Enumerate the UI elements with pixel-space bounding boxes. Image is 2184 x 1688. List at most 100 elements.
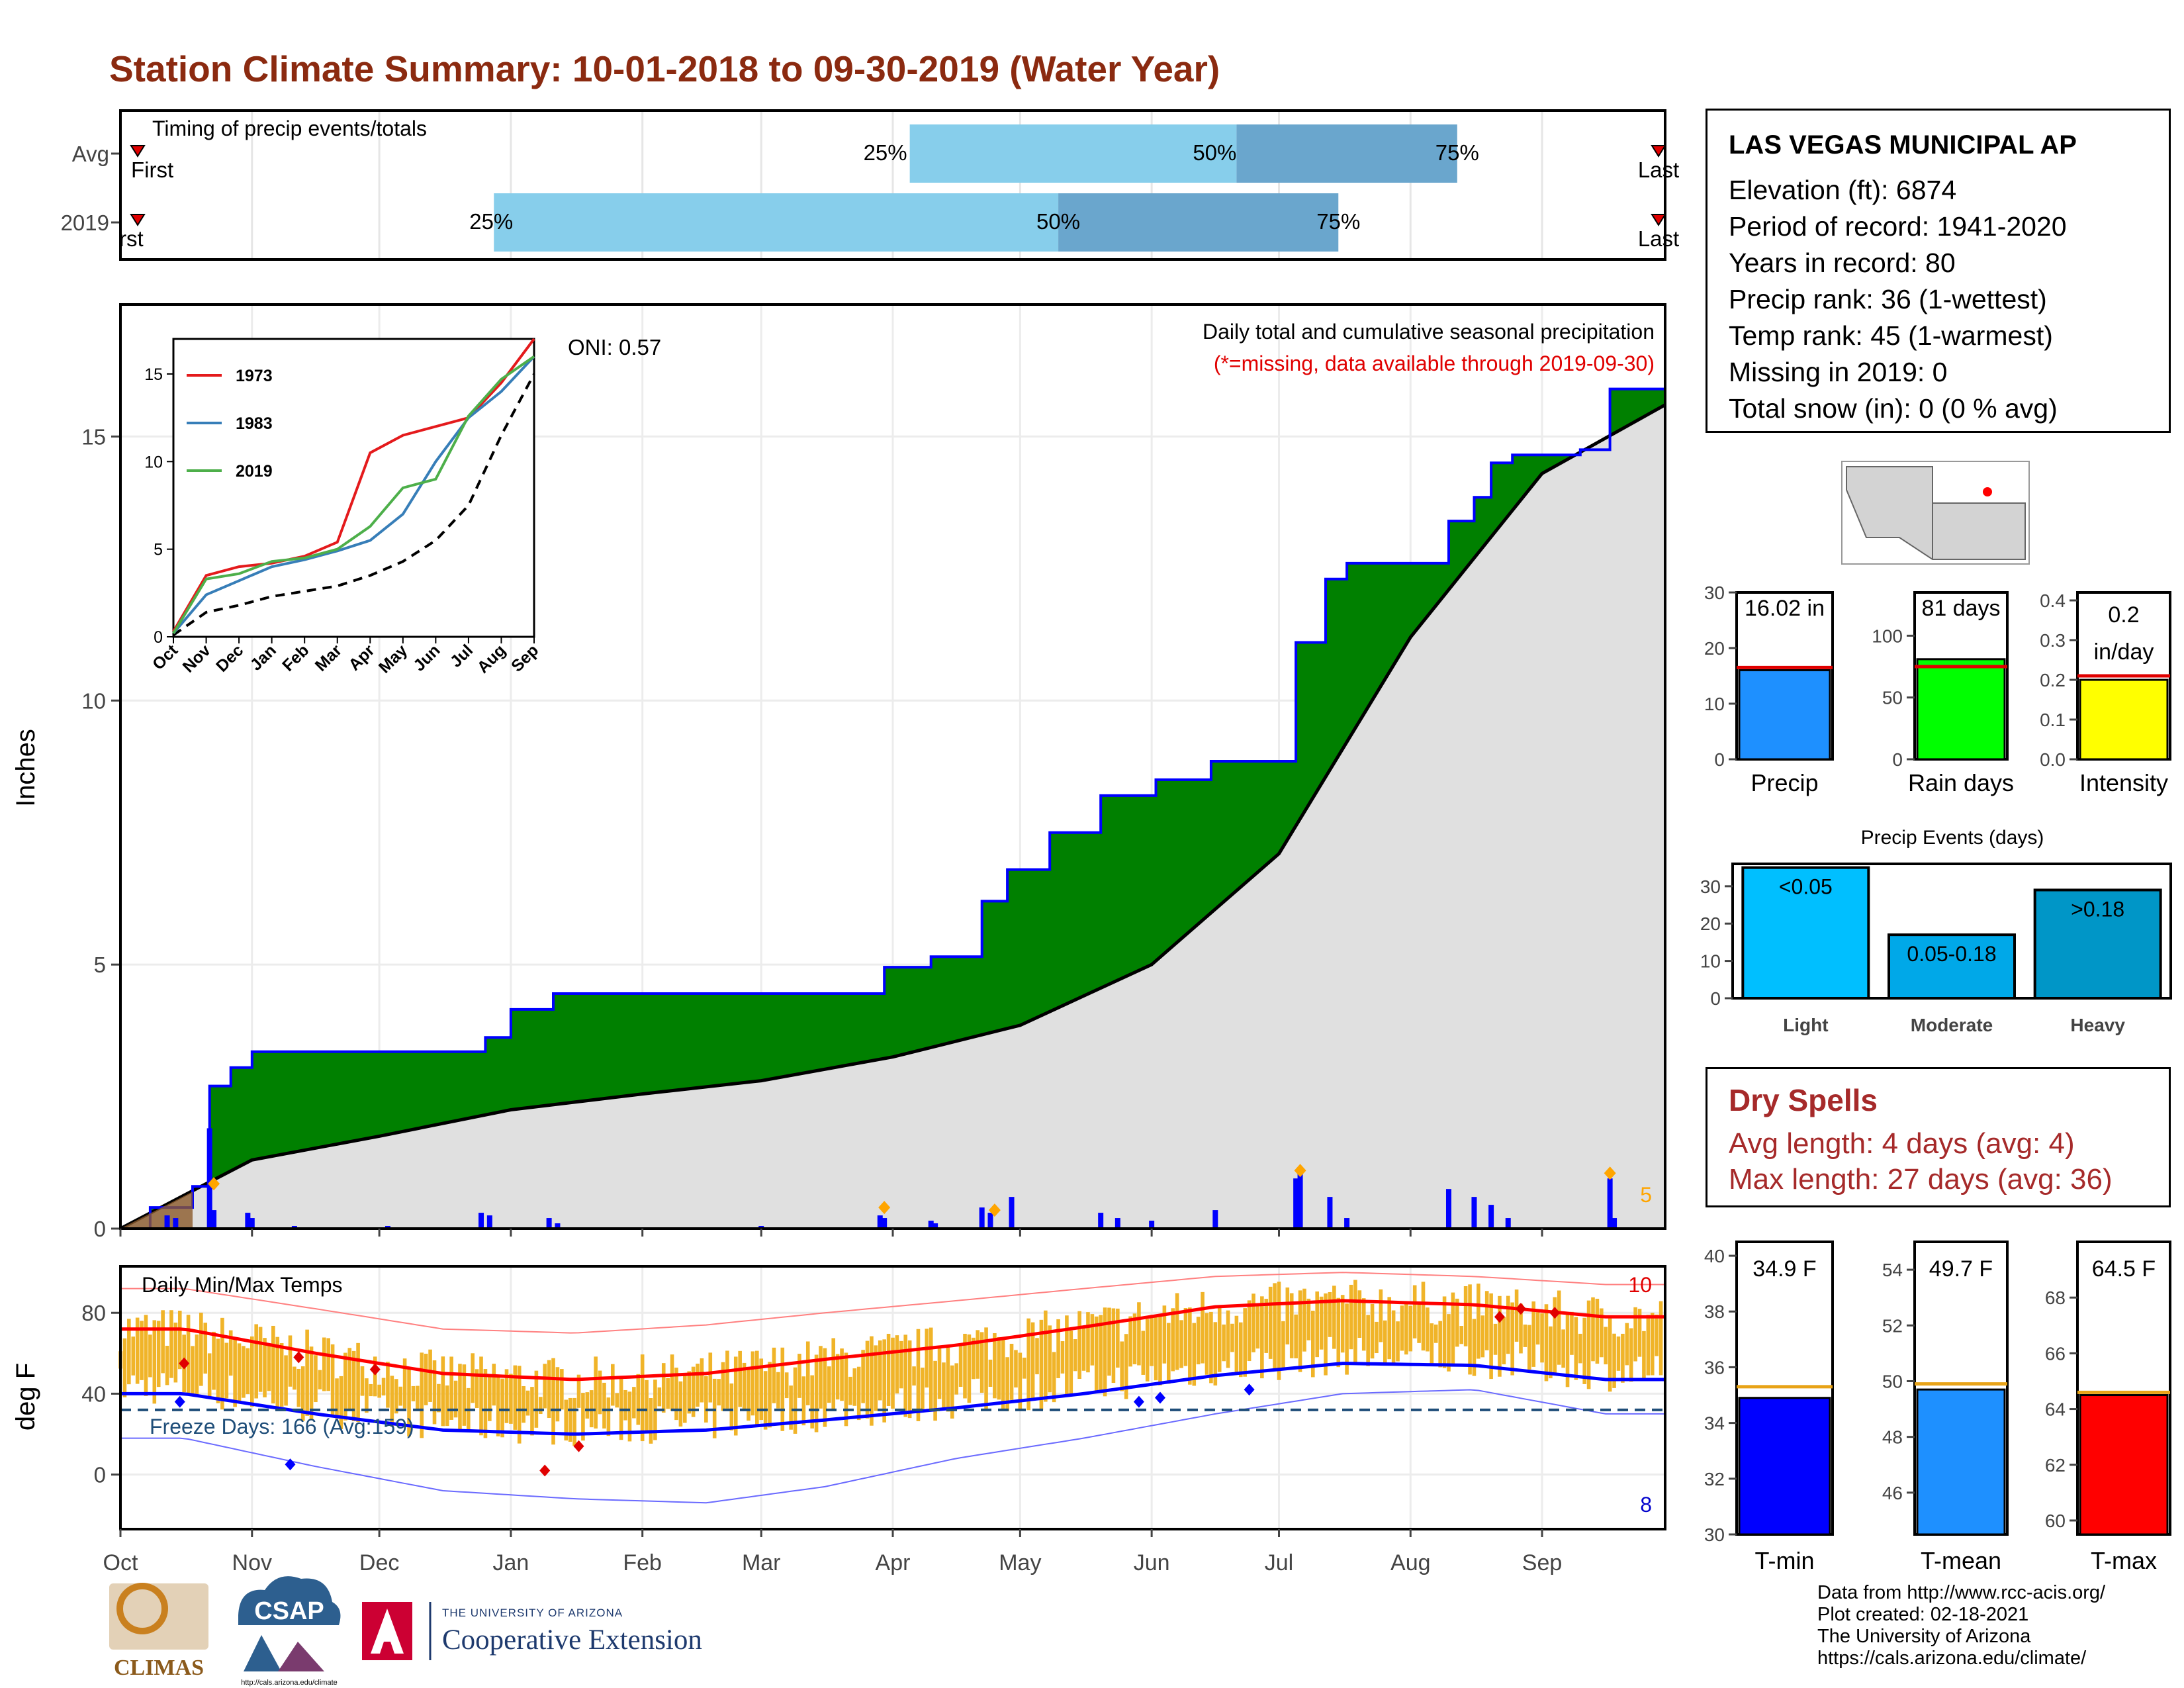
temp-daily-bar <box>797 1354 801 1398</box>
station-temp-rank: Temp rank: 45 (1-warmest) <box>1729 320 2053 351</box>
temp-daily-bar <box>1099 1315 1103 1391</box>
temp-count-min: 8 <box>1640 1493 1652 1517</box>
precip-daily-bar <box>1327 1197 1333 1229</box>
precip-daily-bar <box>206 1128 212 1229</box>
temp-daily-bar <box>1489 1293 1493 1380</box>
precip-title: Daily total and cumulative seasonal prec… <box>1203 320 1655 344</box>
intensity-ytick-label: 0.4 <box>2040 590 2066 611</box>
inset-legend-label: 1973 <box>236 367 273 385</box>
temp-daily-bar <box>1319 1296 1324 1350</box>
temp-daily-bar <box>1586 1300 1591 1389</box>
temp-record-low-marker <box>285 1458 296 1471</box>
temp-daily-bar <box>411 1385 416 1401</box>
temp-daily-bar <box>1375 1321 1379 1354</box>
temp-daily-bar <box>1247 1300 1251 1362</box>
timing-last-marker <box>1651 214 1666 226</box>
temp-ylabel: deg F <box>11 1363 40 1430</box>
temp-daily-bar <box>1570 1311 1574 1355</box>
temp-daily-bar <box>471 1353 475 1403</box>
temp-daily-bar <box>267 1344 271 1391</box>
tmean-bar <box>1916 1388 2006 1536</box>
temp-daily-bar <box>369 1383 373 1397</box>
temp-daily-bar <box>449 1356 453 1420</box>
temp-daily-bar <box>687 1371 692 1414</box>
temp-daily-bar <box>1302 1288 1306 1352</box>
precip-daily-bar <box>478 1213 484 1229</box>
timing-p25-label: 25% <box>469 209 513 234</box>
temp-daily-bar <box>1447 1314 1451 1372</box>
temp-daily-bar <box>1192 1323 1197 1386</box>
station-name: LAS VEGAS MUNICIPAL AP <box>1729 130 2077 160</box>
temp-daily-bar <box>1310 1311 1315 1378</box>
temp-daily-bar <box>513 1365 518 1430</box>
temp-daily-bar <box>437 1383 441 1413</box>
temp-daily-bar <box>1048 1325 1052 1393</box>
temp-daily-bar <box>398 1386 402 1406</box>
temp-daily-bar <box>152 1320 157 1404</box>
temp-daily-bar <box>1535 1312 1540 1345</box>
rain_days-category-label: Rain days <box>1908 769 2014 796</box>
tmax-category-label: T-max <box>2091 1547 2157 1574</box>
tmean-ytick-label: 52 <box>1882 1315 1903 1336</box>
temp-daily-bar <box>886 1333 891 1406</box>
temp-daily-bar <box>1264 1299 1269 1353</box>
temp-record-marker <box>1515 1303 1526 1315</box>
temp-daily-bar <box>907 1340 912 1419</box>
temp-daily-bar <box>1103 1307 1107 1397</box>
precip-daily-bar <box>928 1221 934 1229</box>
temp-daily-bar <box>161 1310 165 1374</box>
temp-daily-bar <box>963 1333 967 1399</box>
temp-daily-bar <box>954 1363 958 1395</box>
tmax-ytick-label: 60 <box>2045 1511 2066 1531</box>
temp-daily-bar <box>254 1324 258 1399</box>
temp-daily-bar <box>763 1371 768 1430</box>
temp-daily-bar <box>1222 1324 1226 1362</box>
temp-daily-bar <box>195 1335 199 1396</box>
tmean-ytick-label: 48 <box>1882 1427 1903 1448</box>
temp-daily-bar <box>551 1358 555 1445</box>
temp-daily-bar <box>708 1352 713 1403</box>
temp-daily-bar <box>759 1358 764 1421</box>
intensity-ytick-label: 0.1 <box>2040 710 2066 730</box>
footer-university: The University of Arizona <box>1817 1626 2031 1647</box>
temp-count-max: 10 <box>1628 1273 1652 1297</box>
temp-daily-bar <box>696 1364 700 1407</box>
temp-daily-bar <box>1328 1291 1332 1337</box>
temp-daily-bar <box>237 1343 242 1403</box>
temp-daily-bar <box>1315 1291 1320 1358</box>
temp-daily-bar <box>1090 1314 1095 1366</box>
precip-daily-bar <box>1488 1205 1494 1229</box>
timing-bar-q2 <box>909 124 1237 183</box>
temp-daily-bar <box>784 1372 789 1399</box>
temp-daily-bar <box>1281 1321 1285 1369</box>
temp-daily-bar <box>424 1354 428 1405</box>
temp-daily-bar <box>1111 1308 1116 1383</box>
temp-daily-bar <box>1255 1305 1260 1349</box>
temp-daily-bar <box>988 1359 993 1387</box>
precip-record-marker <box>988 1203 1001 1217</box>
temp-daily-bar <box>678 1381 683 1427</box>
precip-daily-bar <box>546 1218 552 1229</box>
events-bar-label: <0.05 <box>1779 875 1833 899</box>
temp-daily-bar <box>755 1350 759 1427</box>
temp-daily-bar <box>1612 1333 1616 1388</box>
temp-daily-bar <box>1574 1317 1578 1380</box>
ua-logo-text: Cooperative Extension <box>442 1624 702 1656</box>
temp-daily-bar <box>993 1333 997 1399</box>
temp-daily-bar <box>1209 1311 1213 1383</box>
tmean-ytick-label: 50 <box>1882 1371 1903 1391</box>
temp-daily-bar <box>1001 1338 1005 1410</box>
temp-xtick-label: Jul <box>1265 1550 1293 1575</box>
events-ytick-label: 10 <box>1700 951 1721 972</box>
precip-daily-bar <box>933 1223 938 1229</box>
temp-daily-bar <box>314 1355 318 1403</box>
temp-daily-bar <box>1582 1317 1586 1384</box>
temp-daily-bar <box>916 1329 921 1421</box>
temp-daily-bar <box>602 1382 606 1429</box>
temp-daily-bar <box>339 1376 343 1430</box>
temp-daily-bar <box>1498 1295 1502 1377</box>
timing-last-label: Last <box>1638 226 1679 251</box>
temp-daily-bar <box>997 1336 1001 1400</box>
precip-count-label: 5 <box>1640 1183 1652 1207</box>
